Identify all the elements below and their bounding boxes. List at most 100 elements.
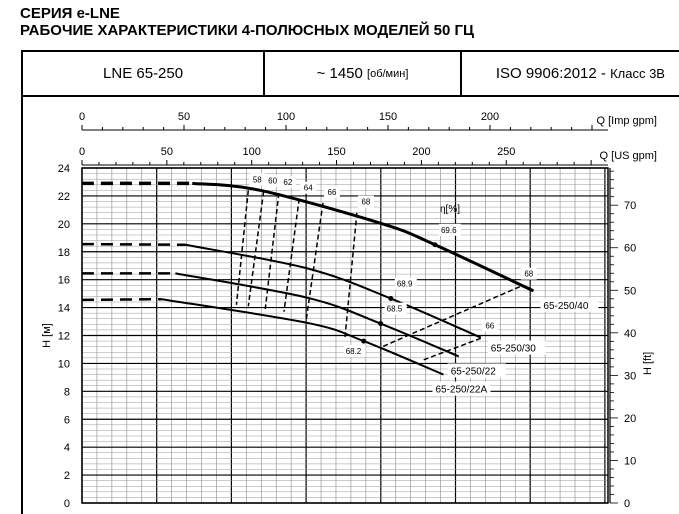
y-right-axis-label: H [ft] — [642, 352, 654, 375]
bep-label-bg — [394, 277, 417, 290]
curve-label-bg — [487, 340, 546, 355]
x-axis-tick-label: 100 — [277, 111, 295, 123]
curve-label-bg — [447, 363, 506, 378]
class-value: Класс 3В — [610, 66, 665, 81]
efficiency-label: 62 — [283, 178, 292, 187]
model-cell: LNE 65-250 — [23, 52, 266, 95]
info-table: LNE 65-250 ~ 1450 [об/мин] ISO 9906:2012… — [21, 50, 679, 97]
speed-unit: [об/мин] — [367, 67, 409, 80]
curve-label: 65-250/22 — [451, 366, 496, 377]
efficiency-label-bg — [300, 181, 317, 194]
y-left-tick-label: 4 — [64, 442, 70, 454]
efficiency-label: 60 — [268, 177, 277, 186]
best-efficiency-point — [388, 296, 394, 302]
x-axis-tick-label: 50 — [161, 146, 173, 158]
y-right-tick-label: 50 — [624, 285, 636, 297]
x-axis-label: Q [US gpm] — [600, 150, 657, 162]
efficiency-label: 58 — [253, 175, 262, 184]
x-axis-tick-label: 0 — [79, 111, 85, 123]
y-left-tick-label: 0 — [64, 498, 70, 510]
x-axis-tick-label: 50 — [178, 111, 190, 123]
efficiency-line — [283, 198, 300, 312]
y-right-tick-label: 30 — [624, 370, 636, 382]
curve-65-250/22 — [175, 272, 460, 358]
x-axis-tick-label: 200 — [412, 146, 430, 158]
standard-value: ISO 9906:2012 - — [495, 65, 606, 82]
y-left-tick-label: 22 — [58, 191, 70, 203]
y-left-tick-label: 12 — [58, 331, 70, 343]
efficiency-line — [421, 337, 482, 362]
x-axis-tick-label: 0 — [79, 146, 85, 158]
efficiency-line — [382, 285, 521, 348]
efficiency-label: 66 — [485, 321, 494, 330]
efficiency-line — [344, 212, 358, 337]
efficiency-label: 66 — [328, 188, 337, 197]
efficiency-label-bg — [357, 195, 374, 208]
x-axis-tick-label: 100 — [243, 146, 261, 158]
efficiency-label-bg — [264, 174, 281, 187]
y-left-tick-label: 14 — [58, 303, 70, 315]
y-left-tick-label: 2 — [64, 470, 70, 482]
y-left-tick-label: 18 — [58, 247, 70, 259]
efficiency-label-bg — [520, 267, 537, 280]
curve-label: 65-250/30 — [491, 344, 536, 355]
bep-label: 69.6 — [441, 226, 457, 235]
curve-65-250/40 — [192, 181, 535, 293]
x-axis-tick-label: 250 — [497, 146, 515, 158]
speed-cell: ~ 1450 [об/мин] — [265, 52, 462, 95]
y-right-tick-label: 0 — [624, 498, 630, 510]
best-efficiency-point — [361, 338, 367, 344]
x-axis-tick-label: 200 — [481, 111, 499, 123]
efficiency-line — [264, 193, 280, 310]
efficiency-label-bg — [279, 176, 296, 189]
standard-cell: ISO 9906:2012 - Класс 3В — [462, 52, 679, 95]
y-left-tick-label: 6 — [64, 414, 70, 426]
curve-dashed-65-250/30 — [81, 242, 186, 247]
page-title: РАБОЧИЕ ХАРАКТЕРИСТИКИ 4-ПОЛЮСНЫХ МОДЕЛЕ… — [20, 22, 474, 39]
y-left-tick-label: 24 — [58, 163, 70, 175]
speed-value: ~ 1450 — [316, 65, 363, 82]
curve-label: 65-250/40 — [543, 301, 588, 312]
y-right-tick-label: 10 — [624, 455, 636, 467]
y-right-tick-label: 20 — [624, 413, 636, 425]
plot-border — [81, 167, 609, 504]
bep-label: 68.9 — [397, 280, 413, 289]
x-axis-tick-label: 150 — [327, 146, 345, 158]
bep-label-bg — [343, 345, 366, 358]
y-left-tick-label: 8 — [64, 386, 70, 398]
efficiency-label: 68 — [524, 270, 533, 279]
efficiency-label: 68 — [361, 198, 370, 207]
efficiency-line — [305, 202, 324, 322]
bep-label-bg — [384, 302, 407, 315]
bep-label: 68.2 — [346, 347, 362, 356]
efficiency-line — [235, 190, 250, 305]
efficiency-label-bg — [481, 319, 498, 332]
y-left-tick-label: 10 — [58, 358, 70, 370]
curve-label: 65-250/22A — [435, 385, 487, 396]
y-left-tick-label: 16 — [58, 275, 70, 287]
y-right-tick-label: 40 — [624, 328, 636, 340]
x-axis-label: Q [Imp gpm] — [596, 115, 657, 127]
x-axis-tick-label: 150 — [379, 111, 397, 123]
efficiency-label-bg — [323, 185, 340, 198]
best-efficiency-point — [432, 242, 438, 248]
bep-label-bg — [438, 223, 461, 236]
efficiency-label: 64 — [304, 184, 313, 193]
y-left-axis-label: H [м] — [41, 323, 53, 348]
best-efficiency-point — [378, 321, 384, 327]
bep-label: 68.5 — [387, 305, 403, 314]
efficiency-label-bg — [249, 173, 266, 186]
y-left-tick-label: 20 — [58, 219, 70, 231]
curve-dashed-65-250/22A — [81, 297, 162, 302]
y-right-tick-label: 70 — [624, 200, 636, 212]
curve-65-250/22A — [161, 298, 444, 376]
curve-label-bg — [540, 297, 599, 312]
y-right-tick-label: 60 — [624, 243, 636, 255]
series-title: СЕРИЯ e-LNE — [20, 5, 120, 22]
header: СЕРИЯ e-LNE РАБОЧИЕ ХАРАКТЕРИСТИКИ 4-ПОЛ… — [20, 5, 474, 39]
frame-border — [21, 95, 23, 514]
efficiency-line — [247, 191, 265, 307]
curve-label-bg — [432, 381, 491, 396]
efficiency-axis-label: η[%] — [440, 204, 460, 215]
